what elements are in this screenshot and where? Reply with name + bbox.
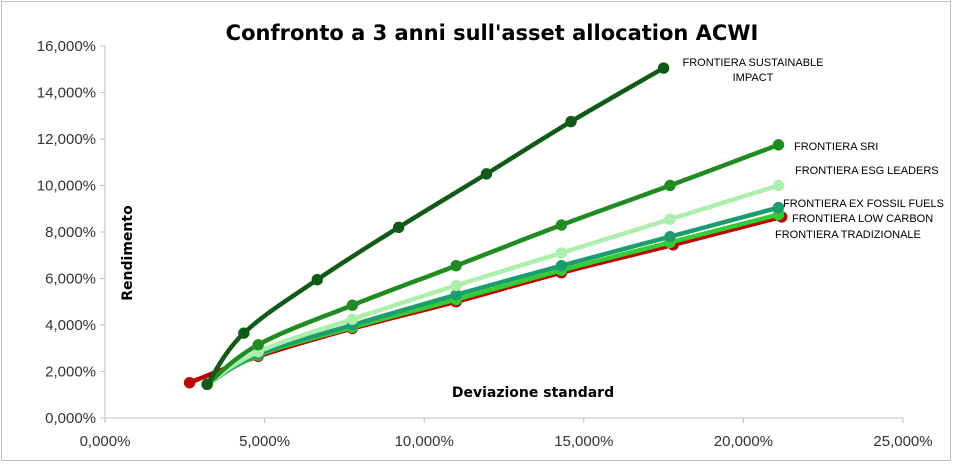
x-tick-label: 15,000% <box>554 433 613 450</box>
series-labels: FRONTIERA TRADIZIONALE FRONTIERA LOW CARB… <box>683 57 944 241</box>
data-point <box>480 168 493 180</box>
data-point <box>664 230 676 243</box>
data-point <box>392 221 405 234</box>
data-point <box>772 201 785 214</box>
series-layer <box>183 62 788 390</box>
series-line <box>204 142 781 387</box>
series-frontiera-tradizionale <box>183 211 788 389</box>
data-point <box>238 327 250 339</box>
x-tick-label: 0,000% <box>80 433 131 450</box>
data-point <box>657 62 670 74</box>
y-tick-label: 0,000% <box>45 410 96 427</box>
x-tick-label: 10,000% <box>395 433 454 450</box>
x-tick-label: 20,000% <box>714 433 773 450</box>
series-line <box>187 214 784 385</box>
y-tick-label: 12,000% <box>37 131 96 148</box>
y-tick-label: 2,000% <box>45 364 96 381</box>
data-point <box>450 260 462 272</box>
data-point <box>346 299 359 311</box>
data-point <box>555 260 568 272</box>
y-axis-title: Rendimento <box>120 205 136 301</box>
data-point <box>555 247 568 259</box>
x-tick-label: 25,000% <box>873 433 932 450</box>
y-tick-label: 4,000% <box>45 317 96 334</box>
chart-title: Confronto a 3 anni sull'asset allocation… <box>226 21 759 45</box>
series-frontiera-sri <box>201 139 785 390</box>
data-point <box>772 179 785 192</box>
series-label: FRONTIERA LOW CARBON <box>792 213 933 225</box>
y-tick-label: 6,000% <box>45 271 96 288</box>
data-point <box>450 279 462 292</box>
y-tick-label: 8,000% <box>45 224 96 241</box>
data-point <box>772 139 785 151</box>
series-label: FRONTIERA SRI <box>794 141 878 153</box>
series-label: FRONTIERA SUSTAINABLE <box>683 57 824 69</box>
data-point <box>664 179 676 192</box>
data-point <box>201 378 213 390</box>
y-tick-label: 10,000% <box>37 178 96 195</box>
axes: 0,000% 2,000% 4,000% 6,000% 8,000% 10,000% 12,… <box>37 38 933 450</box>
data-point <box>664 213 676 225</box>
x-tick-label: 5,000% <box>239 433 290 450</box>
data-point <box>311 273 323 286</box>
data-point <box>346 313 359 325</box>
series-label: FRONTIERA ESG LEADERS <box>795 165 939 177</box>
data-point <box>183 376 196 389</box>
series-label: IMPACT <box>733 72 774 84</box>
series-label: FRONTIERA EX FOSSIL FUELS <box>783 198 944 210</box>
y-tick-label: 14,000% <box>37 85 96 102</box>
series-label: FRONTIERA TRADIZIONALE <box>775 229 921 241</box>
data-point <box>565 115 577 128</box>
data-point <box>555 219 568 231</box>
x-axis-title: Deviazione standard <box>452 385 614 401</box>
series-frontiera-sustainable-impact <box>201 62 670 390</box>
y-tick-label: 16,000% <box>37 38 96 55</box>
data-point <box>252 339 264 351</box>
